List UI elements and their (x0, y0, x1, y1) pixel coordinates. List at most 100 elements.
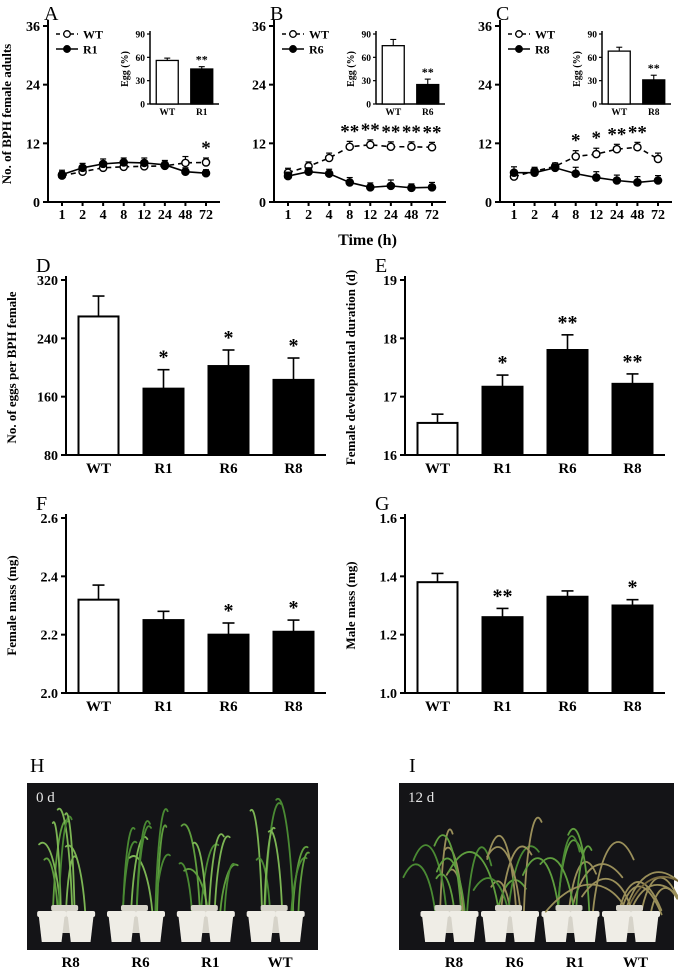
svg-text:2: 2 (531, 208, 538, 223)
svg-text:**: ** (402, 122, 421, 143)
svg-text:R8: R8 (535, 43, 550, 57)
svg-text:1.6: 1.6 (380, 512, 398, 527)
svg-text:R6: R6 (505, 955, 524, 971)
svg-text:*: * (201, 138, 211, 159)
svg-text:2.4: 2.4 (41, 570, 59, 585)
svg-text:*: * (224, 600, 234, 622)
svg-text:R1: R1 (196, 108, 208, 118)
svg-text:R6: R6 (219, 699, 238, 715)
svg-text:R1: R1 (493, 699, 511, 715)
svg-text:0: 0 (33, 196, 40, 211)
panel-g-bar-chart: G Male mass (mg) 1.0 1.2 1.4 1.6 WT R1 ** R6 R8 * (339, 494, 678, 732)
svg-text:90: 90 (362, 31, 372, 41)
svg-text:*: * (224, 327, 234, 349)
svg-text:No. of BPH female adults: No. of BPH female adults (0, 44, 14, 184)
bar-chart-F: F Female mass (mg) 2.0 2.2 2.4 2.6 WT R1 R6 * R8 * (4, 494, 326, 715)
svg-text:1: 1 (59, 208, 66, 223)
svg-text:Female mass (mg): Female mass (mg) (4, 555, 19, 655)
svg-text:24: 24 (384, 208, 398, 223)
svg-text:Female developmental duration: Female developmental duration (d) (343, 270, 358, 465)
svg-text:Egg (%): Egg (%) (572, 51, 583, 87)
svg-text:**: ** (340, 121, 359, 142)
svg-text:Male mass (mg): Male mass (mg) (343, 561, 358, 649)
svg-text:WT: WT (425, 461, 450, 477)
svg-text:80: 80 (44, 449, 58, 464)
svg-text:48: 48 (178, 208, 192, 223)
svg-text:R1: R1 (154, 461, 172, 477)
svg-text:2: 2 (305, 208, 312, 223)
svg-text:12: 12 (252, 137, 266, 152)
svg-text:WT: WT (309, 28, 329, 42)
svg-text:4: 4 (552, 208, 559, 223)
svg-text:24: 24 (158, 208, 172, 223)
svg-text:72: 72 (651, 208, 665, 223)
svg-text:R1: R1 (493, 461, 511, 477)
line-charts-row: A No. of BPH female adults 0 12 24 36 1 2 4 8 12 24… (0, 0, 679, 232)
svg-text:36: 36 (252, 20, 266, 35)
svg-text:24: 24 (252, 79, 266, 94)
panel-h-photo: H 0 d R8 R6 R1 WT (0, 732, 339, 975)
svg-text:160: 160 (37, 391, 58, 406)
time-axis-label: Time (h) (338, 232, 397, 249)
svg-text:60: 60 (362, 54, 372, 64)
svg-text:WT: WT (159, 108, 176, 118)
svg-text:H: H (30, 755, 44, 777)
panel-c-line-chart: C 0 12 24 36 1 2 4 8 12 24 48 72 WT R8 * * ** ** 0 30 60 90 Egg… (452, 0, 678, 232)
svg-text:D: D (36, 256, 50, 277)
svg-text:R8: R8 (648, 108, 660, 118)
svg-text:WT: WT (535, 28, 555, 42)
bar-charts-row-1: D No. of eggs per BPH female 80 160 240 320 WT… (0, 256, 679, 494)
svg-text:12: 12 (26, 137, 40, 152)
svg-text:**: ** (422, 65, 434, 79)
svg-text:B: B (270, 3, 283, 25)
svg-text:17: 17 (383, 391, 397, 406)
photo-H: H 0 d R8 R6 R1 WT (27, 755, 318, 971)
svg-text:WT: WT (611, 108, 628, 118)
svg-text:R8: R8 (61, 955, 79, 971)
svg-text:**: ** (628, 122, 647, 143)
svg-text:R6: R6 (309, 43, 324, 57)
svg-text:30: 30 (588, 77, 598, 87)
svg-text:WT: WT (83, 28, 103, 42)
svg-text:R6: R6 (422, 108, 434, 118)
svg-text:A: A (44, 3, 59, 25)
svg-text:24: 24 (610, 208, 624, 223)
svg-text:R6: R6 (558, 699, 577, 715)
svg-text:2.6: 2.6 (41, 512, 59, 527)
svg-text:E: E (375, 256, 387, 277)
svg-text:*: * (159, 347, 169, 369)
svg-text:36: 36 (26, 20, 40, 35)
svg-text:0: 0 (366, 101, 371, 111)
svg-text:R6: R6 (131, 955, 150, 971)
svg-text:2: 2 (79, 208, 86, 223)
svg-text:R8: R8 (445, 955, 463, 971)
svg-text:R1: R1 (154, 699, 172, 715)
svg-text:WT: WT (268, 955, 293, 971)
svg-text:*: * (498, 352, 508, 374)
svg-text:Egg (%): Egg (%) (346, 51, 357, 87)
svg-text:**: ** (381, 122, 400, 143)
svg-text:16: 16 (383, 449, 397, 464)
panel-a-line-chart: A No. of BPH female adults 0 12 24 36 1 2 4 8 12 24… (0, 0, 226, 232)
svg-text:R6: R6 (558, 461, 577, 477)
svg-text:60: 60 (136, 54, 146, 64)
svg-text:8: 8 (120, 208, 127, 223)
svg-text:**: ** (558, 312, 578, 334)
bar-chart-G: G Male mass (mg) 1.0 1.2 1.4 1.6 WT R1 ** R6 R8 * (343, 494, 665, 715)
svg-text:*: * (628, 577, 638, 599)
svg-text:24: 24 (26, 79, 40, 94)
svg-text:R8: R8 (284, 461, 302, 477)
svg-text:1: 1 (511, 208, 518, 223)
svg-text:R8: R8 (284, 699, 302, 715)
svg-text:90: 90 (136, 31, 146, 41)
svg-text:*: * (289, 597, 299, 619)
svg-text:12: 12 (589, 208, 603, 223)
svg-text:0 d: 0 d (36, 790, 55, 806)
svg-text:C: C (496, 3, 509, 25)
svg-text:I: I (409, 755, 416, 777)
svg-text:30: 30 (362, 77, 372, 87)
svg-text:12 d: 12 d (408, 790, 435, 806)
